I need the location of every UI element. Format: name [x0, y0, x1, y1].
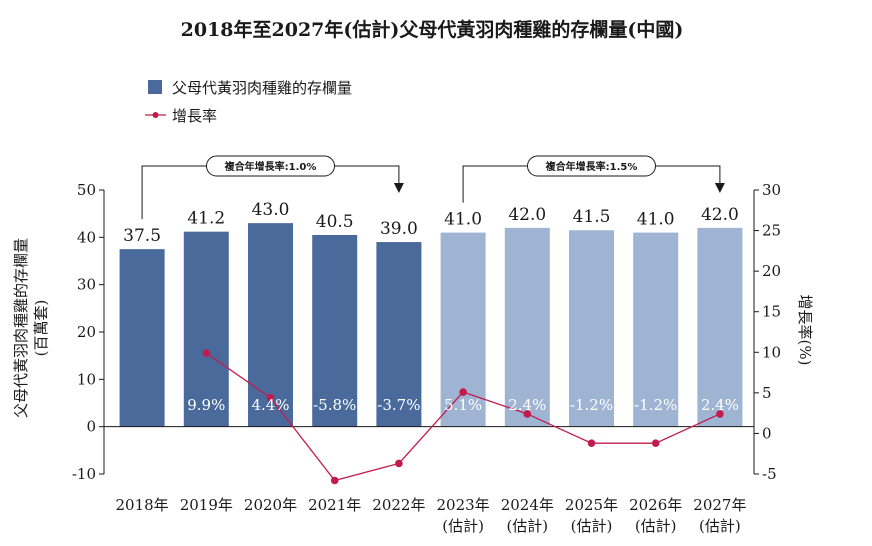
cagr-label: 複合年增長率:1.0% — [224, 160, 317, 173]
right-tick-label: 30 — [762, 181, 781, 199]
bar — [569, 230, 614, 427]
bar-value-label: 40.5 — [316, 212, 354, 232]
growth-point — [395, 459, 403, 468]
right-tick-label: 0 — [762, 424, 772, 442]
bar — [376, 242, 422, 427]
cagr-label: 複合年增長率:1.5% — [545, 160, 638, 173]
left-tick-label: -10 — [72, 465, 96, 483]
x-tick-label: (估計) — [571, 517, 613, 535]
x-tick-label: 2026年 — [629, 496, 682, 514]
bar — [633, 232, 679, 427]
growth-rate-label: 9.9% — [187, 396, 225, 414]
bar-value-label: 39.0 — [380, 219, 418, 239]
x-axis: 2018年 2019年 2020年 2021年 2022年 2023年 (估計) 2024年 (… — [116, 496, 747, 535]
left-tick-label: 50 — [77, 181, 96, 199]
x-tick-label: (估計) — [442, 517, 484, 535]
bar-value-label: 42.0 — [508, 205, 546, 225]
growth-rate-label: -5.8% — [313, 396, 356, 414]
bar — [504, 227, 550, 427]
x-tick-label: 2024年 — [501, 496, 554, 514]
growth-rate-label: 2.4% — [701, 396, 739, 414]
cagr-label-box — [527, 155, 656, 177]
left-tick-label: 20 — [77, 323, 96, 341]
right-tick-label: 20 — [762, 262, 781, 280]
bar — [248, 223, 293, 427]
legend-bar-swatch — [148, 80, 162, 94]
cagr-arrowhead — [714, 183, 725, 193]
x-tick-label: 2019年 — [180, 496, 233, 514]
x-tick-label: 2022年 — [372, 496, 425, 514]
growth-point — [716, 410, 724, 418]
cagr-arrowhead — [393, 183, 404, 193]
bar-value-label: 41.5 — [573, 207, 611, 227]
left-axis-title: 父母代黃羽肉種雞的存欄量 — [12, 238, 30, 418]
growth-point — [459, 388, 467, 396]
chart-title: 2018年至2027年(估計)父母代黃羽肉種雞的存欄量(中國) — [181, 18, 684, 41]
left-tick-label: 0 — [86, 418, 96, 436]
bar — [697, 227, 743, 427]
bar-value-label: 37.5 — [123, 226, 161, 246]
x-tick-label: 2023年 — [437, 496, 490, 514]
left-tick-label: 40 — [77, 228, 96, 246]
bar-series — [119, 223, 743, 427]
growth-point — [587, 439, 596, 447]
growth-rate-label: 5.1% — [444, 396, 482, 414]
growth-point — [651, 439, 660, 447]
right-axis: -5 0 5 10 15 20 25 30 — [753, 181, 781, 483]
right-axis-title: 增長率(%) — [796, 295, 814, 366]
x-tick-label: 2027年 — [693, 496, 746, 514]
growth-rate-label: -1.2% — [634, 396, 677, 414]
x-tick-label: 2018年 — [116, 496, 169, 514]
legend-bar-label: 父母代黃羽肉種雞的存欄量 — [172, 79, 352, 97]
x-tick-label: 2020年 — [244, 496, 297, 514]
bar — [312, 234, 358, 427]
growth-rate-label: 4.4% — [251, 396, 289, 414]
right-tick-label: -5 — [762, 465, 777, 483]
legend-line-marker — [152, 112, 159, 118]
x-tick-label: (估計) — [506, 517, 548, 535]
cagr-label-box — [206, 155, 335, 177]
right-tick-label: 25 — [762, 222, 781, 240]
growth-rate-label: -3.7% — [377, 396, 420, 414]
left-tick-label: 10 — [77, 370, 96, 388]
right-tick-label: 5 — [762, 384, 772, 402]
bar-value-label: 41.2 — [187, 209, 225, 229]
bar-value-label: 41.0 — [444, 210, 482, 230]
growth-point — [266, 393, 275, 402]
right-tick-label: 15 — [762, 303, 781, 321]
data-labels: 37.5 41.2 43.0 40.5 39.0 41.0 42.0 41.5 41.0 42.0… — [123, 200, 739, 414]
x-tick-label: 2025年 — [565, 496, 618, 514]
growth-point — [202, 349, 211, 357]
right-tick-label: 10 — [762, 343, 781, 361]
growth-rate-label: 2.4% — [508, 396, 546, 414]
legend-line-label: 增長率 — [172, 107, 217, 125]
bar — [119, 249, 165, 427]
bar-value-label: 43.0 — [252, 200, 290, 220]
left-axis: -10 0 10 20 30 40 50 — [72, 181, 105, 483]
left-axis-unit: (百萬套) — [32, 300, 50, 357]
growth-rate-label: -1.2% — [570, 396, 613, 414]
growth-point — [330, 476, 339, 485]
bar-value-label: 42.0 — [701, 205, 739, 225]
x-tick-label: (估計) — [699, 517, 741, 535]
left-tick-label: 30 — [77, 276, 96, 294]
cagr-annotations: 複合年增長率:1.0% 複合年增長率:1.5% — [141, 155, 725, 220]
bar — [183, 231, 229, 427]
growth-point — [523, 410, 532, 418]
bar-value-label: 41.0 — [637, 210, 675, 230]
legend: 父母代黃羽肉種雞的存欄量 增長率 — [145, 79, 352, 125]
x-tick-label: (估計) — [635, 517, 677, 535]
x-tick-label: 2021年 — [308, 496, 361, 514]
growth-line-series — [202, 349, 724, 485]
